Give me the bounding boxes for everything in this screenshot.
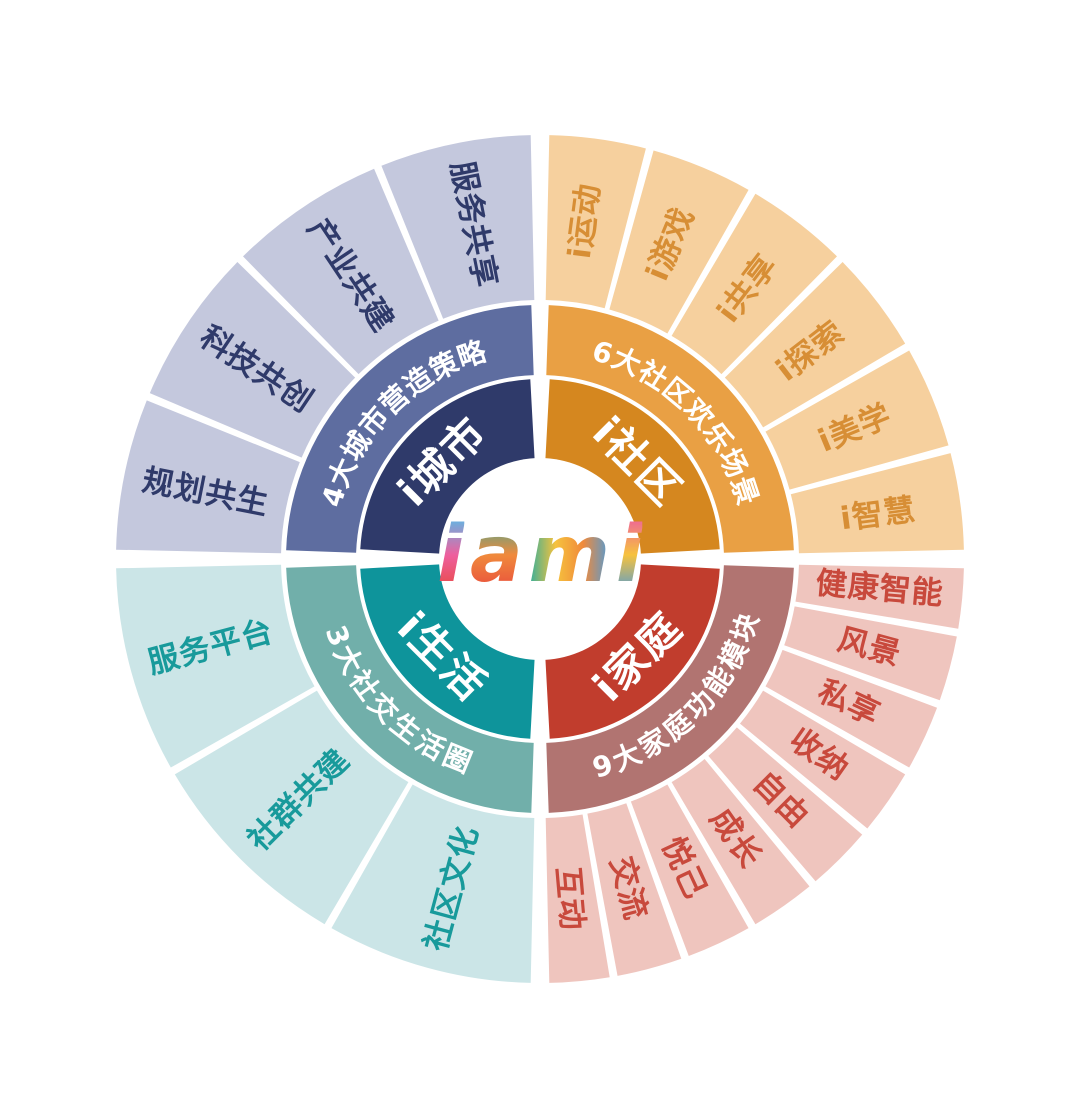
community-outer-segment-5 xyxy=(790,453,964,554)
family-outer-segment-4 xyxy=(708,727,863,882)
family-outer-segment-7 xyxy=(587,803,682,976)
family-outer-segment-5 xyxy=(671,758,810,925)
city-middle-ring xyxy=(286,305,534,553)
community-outer-segment-3 xyxy=(724,262,906,428)
community-outer-segment-2 xyxy=(671,193,837,375)
logo-letter: m xyxy=(528,509,610,600)
family-outer-segment-0 xyxy=(795,564,964,629)
community-outer-segment-0 xyxy=(545,135,646,309)
life-inner-sector xyxy=(360,564,535,739)
family-outer-label-8: 互动 xyxy=(549,865,590,932)
life-outer-segment-0 xyxy=(331,784,535,983)
community-outer-segment-4 xyxy=(765,350,949,490)
logo-letter: i xyxy=(437,509,465,600)
center-circle xyxy=(439,458,641,660)
life-outer-segment-1 xyxy=(174,690,409,925)
family-outer-segment-3 xyxy=(739,690,906,829)
city-inner-sector xyxy=(360,379,535,554)
community-inner-sector xyxy=(545,379,720,554)
family-middle-ring xyxy=(546,565,794,813)
family-outer-segment-2 xyxy=(765,649,938,768)
logo-letter: i xyxy=(615,509,643,600)
life-middle-ring xyxy=(286,565,534,813)
city-outer-segment-2 xyxy=(243,168,439,375)
family-inner-sector xyxy=(545,564,720,739)
community-middle-ring xyxy=(546,305,794,553)
community-outer-segment-1 xyxy=(609,150,749,334)
family-outer-segment-8 xyxy=(545,814,610,983)
city-outer-segment-0 xyxy=(116,400,300,554)
life-outer-segment-2 xyxy=(116,564,315,768)
family-outer-segment-1 xyxy=(784,606,957,701)
city-outer-segment-3 xyxy=(381,135,535,319)
city-outer-segment-1 xyxy=(149,262,356,458)
logo-letter: a xyxy=(470,509,523,600)
family-outer-segment-6 xyxy=(630,784,749,957)
